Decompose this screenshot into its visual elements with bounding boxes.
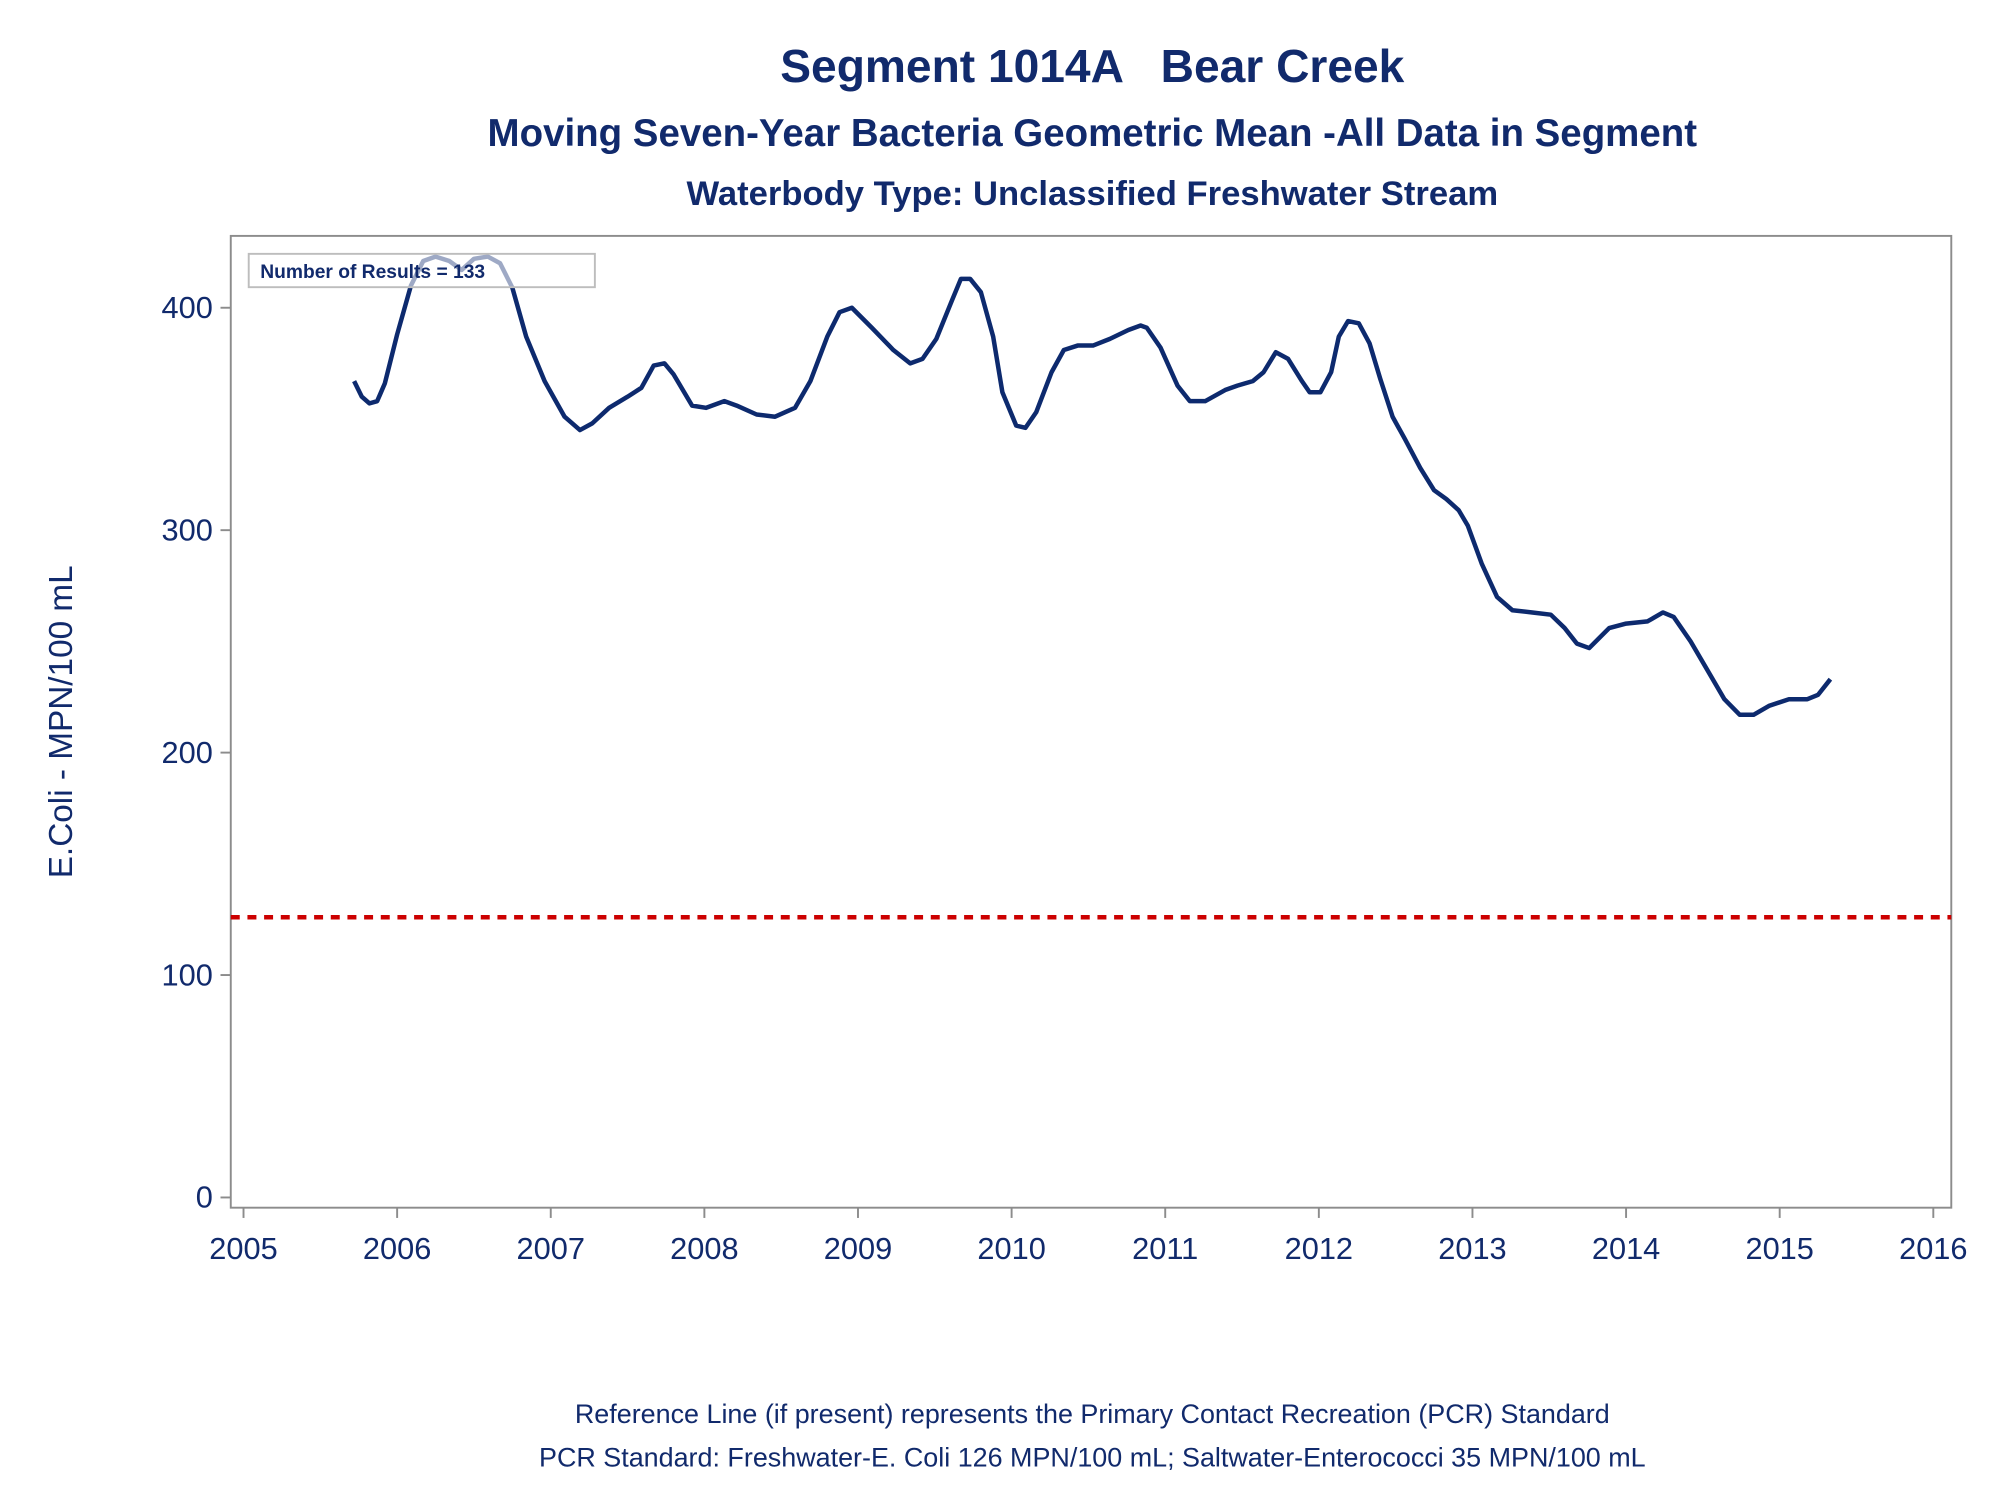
chart-title: Segment 1014A Bear Creek: [780, 40, 1404, 92]
plot-frame: [229, 234, 1953, 1209]
annotation: Number of Results = 133: [260, 262, 485, 283]
chart-subtitle: Waterbody Type: Unclassified Freshwater …: [686, 175, 1498, 213]
y-tick-label: 400: [162, 290, 213, 325]
x-tick-label: 2010: [977, 1231, 1045, 1266]
data-line: [352, 254, 1833, 718]
x-tick-label: 2011: [1132, 1231, 1198, 1266]
y-axis-label: E.Coli - MPN/100 mL: [43, 565, 80, 878]
y-tick-label: 300: [162, 512, 213, 547]
x-tick-label: 2013: [1438, 1231, 1506, 1266]
x-tick-label: 2015: [1745, 1231, 1813, 1266]
x-tick-label: 2014: [1592, 1231, 1660, 1266]
y-tick-label: 100: [162, 957, 213, 992]
x-tick-label: 2012: [1285, 1231, 1353, 1266]
x-tick-label: 2005: [209, 1231, 277, 1266]
x-tick-label: 2006: [363, 1231, 431, 1266]
footnote: Reference Line (if present) represents t…: [575, 1399, 1610, 1429]
x-tick-label: 2008: [670, 1231, 738, 1266]
chart-subtitle: Moving Seven-Year Bacteria Geometric Mea…: [488, 112, 1698, 155]
y-tick-label: 0: [196, 1180, 213, 1215]
x-tick-label: 2016: [1899, 1231, 1967, 1266]
footnote: PCR Standard: Freshwater-E. Coli 126 MPN…: [539, 1443, 1646, 1473]
y-tick-label: 200: [162, 735, 213, 770]
x-tick-label: 2007: [517, 1231, 585, 1266]
x-tick-label: 2009: [824, 1231, 892, 1266]
annotation-box: [247, 252, 596, 289]
